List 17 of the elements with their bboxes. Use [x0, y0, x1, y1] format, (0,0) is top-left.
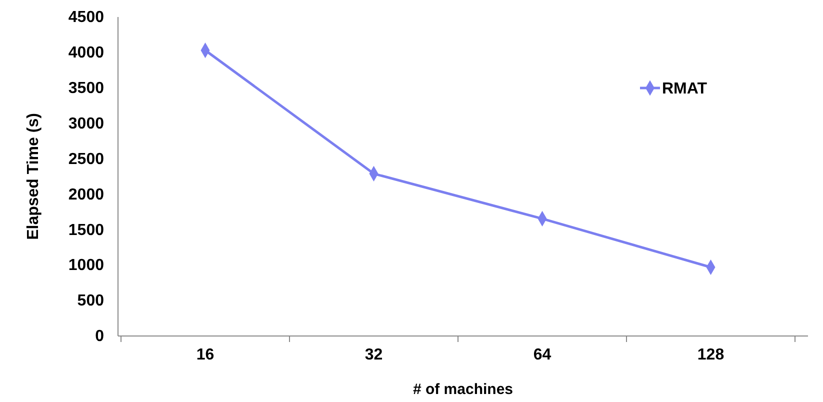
y-axis-title: Elapsed Time (s): [25, 113, 42, 240]
y-tick-label: 0: [95, 328, 104, 346]
y-tick-label: 3000: [68, 115, 104, 132]
x-tick-label: 128: [697, 346, 724, 364]
y-tick-label: 4500: [68, 9, 104, 26]
x-axis-title: # of machines: [412, 381, 514, 398]
x-tick-label: 16: [196, 346, 214, 364]
x-tick-label: 64: [533, 346, 552, 364]
y-tick-label: 3500: [68, 80, 104, 98]
y-tick-label: 1500: [68, 222, 104, 239]
y-tick-label: 2500: [68, 150, 104, 168]
y-tick-label: 2000: [68, 186, 104, 204]
y-tick-label: 4000: [68, 44, 104, 62]
y-tick-label: 1000: [68, 257, 104, 274]
y-tick-label: 500: [77, 292, 104, 310]
x-tick-label: 32: [364, 346, 383, 364]
legend-label: RMAT: [662, 80, 708, 98]
